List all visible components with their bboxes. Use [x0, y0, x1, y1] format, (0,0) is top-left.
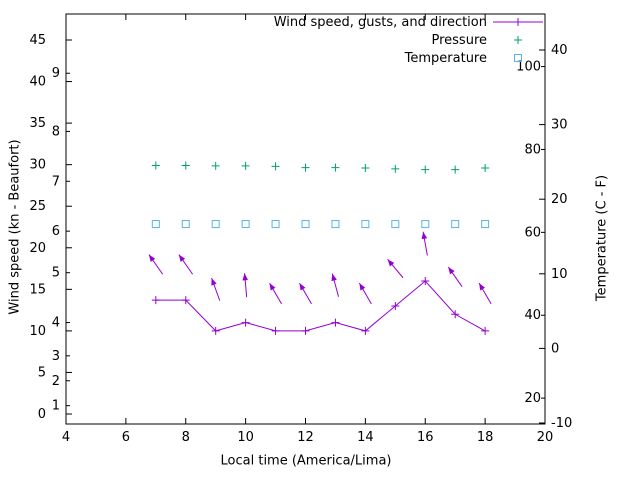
- svg-text:6: 6: [52, 224, 60, 239]
- svg-text:20: 20: [537, 430, 554, 445]
- series-pressure: [151, 161, 490, 174]
- svg-text:0: 0: [38, 407, 46, 422]
- svg-text:Pressure: Pressure: [431, 33, 487, 48]
- svg-text:Temperature: Temperature: [404, 51, 487, 66]
- svg-text:35: 35: [29, 116, 46, 131]
- svg-text:15: 15: [29, 282, 46, 297]
- svg-text:10: 10: [29, 324, 46, 339]
- svg-text:30: 30: [29, 158, 46, 173]
- svg-text:4: 4: [52, 316, 60, 331]
- svg-text:25: 25: [29, 199, 46, 214]
- svg-text:16: 16: [417, 430, 434, 445]
- svg-text:80: 80: [524, 142, 541, 157]
- svg-text:10: 10: [237, 430, 254, 445]
- svg-text:4: 4: [62, 430, 70, 445]
- svg-text:-10: -10: [551, 416, 572, 431]
- series-wind-gust-kn-direction: [148, 231, 492, 305]
- svg-text:18: 18: [477, 430, 494, 445]
- svg-text:14: 14: [357, 430, 374, 445]
- y-axis-title-right: Temperature (C - F): [594, 174, 610, 302]
- svg-text:5: 5: [38, 365, 46, 380]
- y-axis-title-left: Wind speed (kn - Beaufort): [7, 139, 23, 315]
- plot-border: [65, 13, 546, 425]
- svg-text:8: 8: [182, 430, 190, 445]
- svg-text:9: 9: [52, 66, 60, 81]
- legend: Wind speed, gusts, and direction Pressure…: [274, 15, 543, 66]
- svg-text:20: 20: [29, 241, 46, 256]
- svg-text:1: 1: [52, 399, 60, 414]
- x-axis-title: Local time (America/Lima): [220, 453, 392, 469]
- svg-text:45: 45: [29, 33, 46, 48]
- svg-text:Wind speed, gusts, and directi: Wind speed, gusts, and direction: [274, 15, 487, 30]
- svg-text:30: 30: [551, 118, 568, 133]
- svg-text:5: 5: [52, 266, 60, 281]
- svg-text:40: 40: [29, 75, 46, 90]
- axes: 4 6 8 10 12 14 16 18 200510152025303540451234567…: [29, 14, 572, 445]
- svg-text:100: 100: [516, 60, 541, 75]
- svg-text:40: 40: [524, 308, 541, 323]
- svg-text:40: 40: [551, 43, 568, 58]
- svg-text:0: 0: [551, 341, 559, 356]
- svg-text:7: 7: [52, 174, 60, 189]
- svg-text:10: 10: [551, 267, 568, 282]
- svg-text:2: 2: [52, 374, 60, 389]
- svg-text:3: 3: [52, 349, 60, 364]
- svg-text:12: 12: [297, 430, 314, 445]
- svg-text:60: 60: [524, 225, 541, 240]
- svg-text:20: 20: [551, 192, 568, 207]
- series-wind-speed-kn: [151, 277, 490, 335]
- svg-text:8: 8: [52, 124, 60, 139]
- svg-text:20: 20: [524, 391, 541, 406]
- series-temperature-f: [151, 220, 490, 229]
- svg-text:6: 6: [122, 430, 130, 445]
